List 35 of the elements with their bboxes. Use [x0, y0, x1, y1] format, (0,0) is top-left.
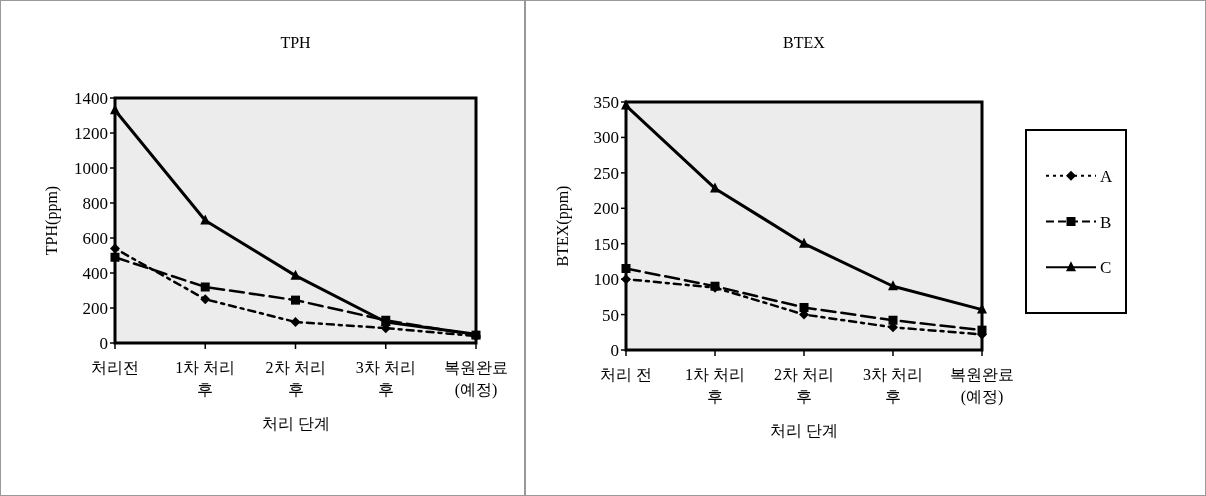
legend-label: A: [1100, 166, 1113, 186]
y-tick-label: 200: [593, 199, 619, 219]
x-tick-label: 처리전: [91, 359, 139, 376]
y-tick-label: 800: [82, 194, 108, 213]
y-axis-title: TPH(ppm): [43, 185, 61, 256]
x-tick-label: 1차 처리 후: [175, 359, 236, 398]
chart-title: TPH: [280, 34, 312, 51]
x-tick-label: 복원완료 (예정): [444, 359, 508, 399]
x-tick-label: 복원완료 (예정): [950, 366, 1014, 406]
y-tick-label: 1400: [74, 89, 108, 108]
x-tick-label: 3차 처리 후: [863, 366, 923, 405]
y-tick-label: 350: [593, 93, 619, 112]
y-tick-label: 400: [82, 264, 108, 283]
x-tick-label: 1차 처리 후: [685, 366, 745, 405]
chart-title: BTEX: [783, 34, 826, 51]
x-axis-title: 처리 단계: [261, 415, 330, 432]
x-axis-title: 처리 단계: [770, 422, 838, 439]
x-tick-label: 2차 처리 후: [265, 359, 326, 398]
legend-label: C: [1100, 258, 1112, 278]
x-tick-label: 3차 처리 후: [355, 359, 416, 398]
y-tick-label: 300: [593, 128, 619, 148]
y-tick-label: 0: [99, 334, 108, 353]
y-tick-label: 50: [602, 305, 619, 325]
y-axis-title: BTEX(ppm): [554, 185, 572, 267]
x-tick-label: 처리 전: [600, 366, 652, 383]
y-tick-label: 200: [82, 299, 108, 318]
y-tick-label: 150: [593, 234, 619, 254]
y-tick-label: 600: [82, 229, 108, 248]
x-tick-label: 2차 처리 후: [774, 366, 834, 405]
y-tick-label: 250: [593, 163, 619, 183]
y-tick-label: 0: [610, 341, 619, 360]
y-tick-label: 100: [593, 270, 619, 290]
legend-label: B: [1100, 212, 1112, 232]
y-tick-label: 1000: [74, 159, 108, 178]
y-tick-label: 1200: [74, 124, 108, 143]
